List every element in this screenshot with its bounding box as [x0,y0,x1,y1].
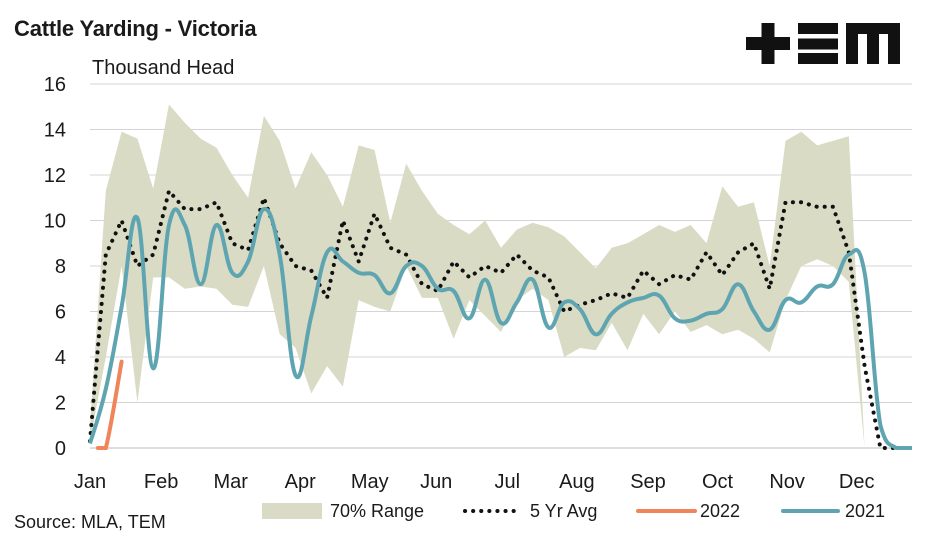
legend-label-range: 70% Range [330,501,424,521]
legend-label-2021: 2021 [845,501,885,521]
x-tick-label: Mar [213,471,248,493]
y-tick-label: 14 [44,120,66,142]
y-tick-label: 6 [55,302,66,324]
y-tick-label: 12 [44,165,66,187]
x-tick-label: Oct [702,471,734,493]
x-tick-label: Apr [285,471,316,493]
series-2022-line [95,359,124,450]
avg-series-line [88,186,914,450]
chart-title: Cattle Yarding - Victoria [14,16,257,41]
x-tick-label: Nov [769,471,805,493]
x-tick-label: Jul [495,471,521,493]
x-tick-label: May [351,471,389,493]
x-tick-label: Jun [420,471,452,493]
tem-logo [746,22,902,71]
y-tick-label: 0 [55,438,66,460]
tem-logo-mark [746,23,900,64]
x-tick-label: Sep [630,471,666,493]
y-tick-labels: 0 2 4 6 8 10 12 14 16 [44,74,66,460]
legend-label-2022: 2022 [700,501,740,521]
x-tick-label: Feb [144,471,178,493]
legend-swatch-range [262,503,322,519]
y-tick-label: 10 [44,211,66,233]
y-tick-label: 16 [44,74,66,96]
x-tick-label: Jan [74,471,106,493]
range-band-area [90,104,912,448]
x-tick-labels: Jan Feb Mar Apr May Jun Jul Aug Sep Oct Nov Dec [74,471,875,493]
y-tick-label: 2 [55,393,66,415]
legend: 70% Range 5 Yr Avg 2022 2021 [262,501,885,521]
y-axis-label: Thousand Head [92,57,234,79]
x-tick-label: Aug [559,471,595,493]
source-note: Source: MLA, TEM [14,512,166,532]
legend-label-avg: 5 Yr Avg [530,501,597,521]
x-tick-label: Dec [839,471,875,493]
y-tick-label: 4 [55,347,66,369]
y-tick-label: 8 [55,256,66,278]
series-2021-line [88,207,912,450]
